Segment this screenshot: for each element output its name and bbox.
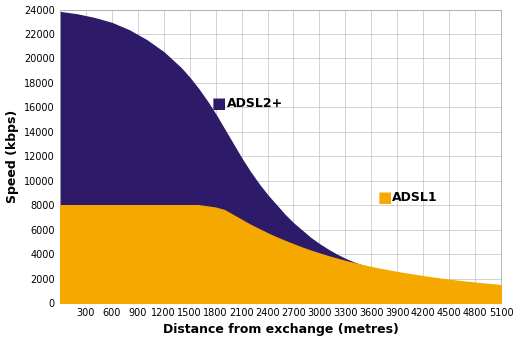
Y-axis label: Speed (kbps): Speed (kbps) (6, 110, 19, 203)
X-axis label: Distance from exchange (metres): Distance from exchange (metres) (162, 324, 399, 337)
Text: ■: ■ (212, 96, 226, 111)
Text: ■: ■ (377, 190, 392, 205)
Text: ADSL1: ADSL1 (392, 191, 438, 204)
Text: ADSL2+: ADSL2+ (227, 97, 283, 110)
